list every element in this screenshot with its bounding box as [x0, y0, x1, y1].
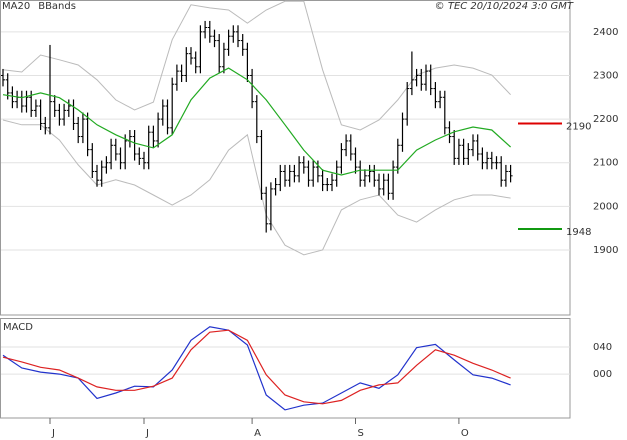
x-tick-label: A [254, 428, 261, 439]
y-tick-label: 2400 [593, 27, 618, 38]
level-label: 1948 [566, 227, 591, 238]
legend-entry: MA20 [2, 1, 30, 12]
legend-entry: BBands [38, 1, 76, 12]
y-tick-label: 000 [593, 369, 612, 380]
level-label: 2190 [566, 121, 591, 132]
x-tick-label: S [358, 428, 364, 439]
macd-title: MACD [3, 322, 33, 333]
y-tick-label: 1900 [593, 245, 618, 256]
x-tick-label: O [461, 428, 469, 439]
x-tick-label: J [51, 428, 55, 439]
plot-area [2, 326, 511, 411]
y-tick-label: 2000 [593, 201, 618, 212]
source: © TEC 20/10/2024 3:0 GMT [435, 1, 574, 12]
macd-line [2, 326, 511, 411]
macd-line [2, 329, 511, 405]
ma-line [2, 67, 512, 176]
bollinger-lower [2, 119, 511, 256]
y-tick-label: 040 [593, 342, 612, 353]
y-tick-label: 2300 [593, 70, 618, 81]
price-panel [0, 0, 571, 316]
y-tick-label: 2200 [593, 114, 618, 125]
x-tick-label: J [145, 428, 149, 439]
y-tick-label: 2100 [593, 158, 618, 169]
macd-panel [0, 318, 571, 419]
plot-area [1, 0, 513, 256]
